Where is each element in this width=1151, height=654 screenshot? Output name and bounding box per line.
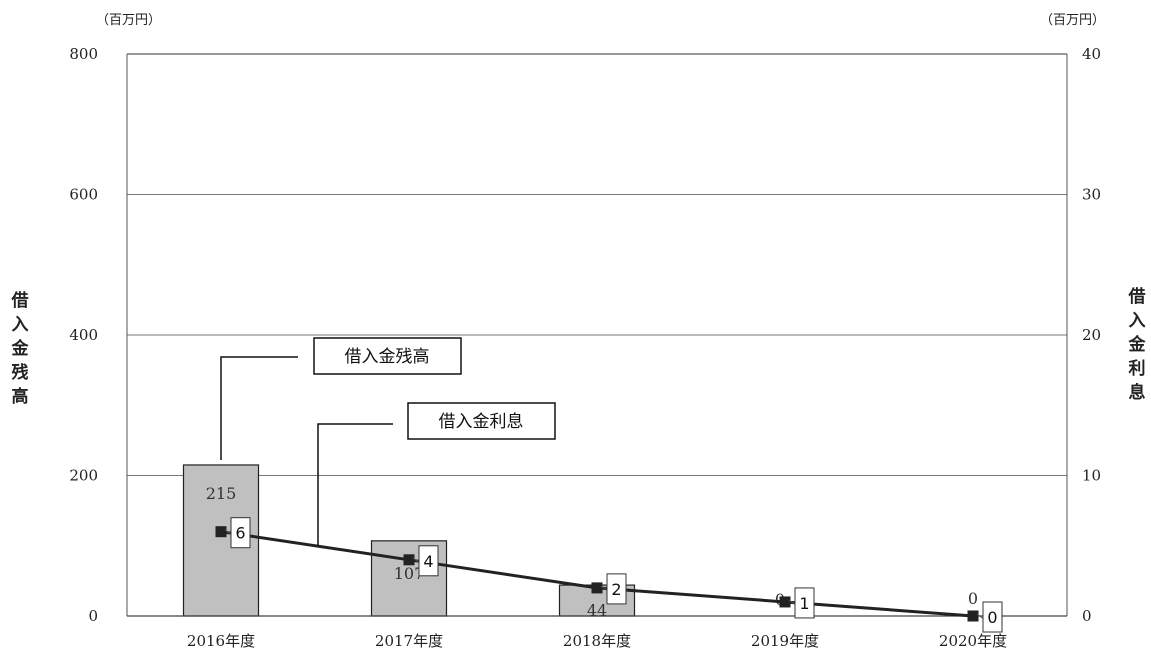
category-labels: 2016年度 2017年度 2018年度 2019年度 2020年度 xyxy=(187,632,1007,650)
line-label-leader xyxy=(600,585,608,591)
line-data-label: 4 xyxy=(423,552,433,571)
gridlines xyxy=(127,53,1067,476)
line-label-leader xyxy=(224,529,232,535)
line-label-leader xyxy=(412,557,420,563)
right-tick-labels: 0 10 20 30 40 xyxy=(1082,45,1101,625)
callout-text-bar: 借入金残高 xyxy=(345,347,430,367)
axes xyxy=(126,54,1068,617)
line-label-leader xyxy=(976,613,984,619)
axis-title-char: 入 xyxy=(12,315,29,335)
category-label: 2020年度 xyxy=(939,632,1007,650)
left-axis-title: 借入金残高 xyxy=(11,290,30,407)
line-point xyxy=(967,610,979,622)
callout-text-line: 借入金利息 xyxy=(439,412,524,432)
axis-title-char: 借 xyxy=(11,290,29,311)
category-label: 2016年度 xyxy=(187,632,255,650)
line-label-box xyxy=(794,587,815,619)
axis-title-char: 借 xyxy=(1128,286,1146,307)
axis-title-char: 金 xyxy=(1128,334,1147,355)
axis-title-char: 高 xyxy=(12,386,29,407)
line-point xyxy=(215,526,227,538)
legend-callout-line: 借入金利息 xyxy=(317,402,556,546)
line-label-box xyxy=(418,545,439,577)
callout-box-bar xyxy=(313,337,462,375)
right-unit-label: （百万円） xyxy=(1040,13,1105,28)
left-tick-label: 400 xyxy=(69,326,98,344)
line-data-label: 0 xyxy=(987,608,997,627)
left-tick-label: 0 xyxy=(88,607,98,625)
axis-title-char: 息 xyxy=(1129,382,1146,403)
interest-line xyxy=(215,526,979,622)
bar-data-label: 0 xyxy=(968,589,978,608)
line-data-labels: 6 4 2 1 0 xyxy=(224,517,1003,633)
axis-title-char: 入 xyxy=(1129,311,1146,331)
line-label-leader xyxy=(788,599,796,605)
callout-box-line xyxy=(407,402,556,440)
left-unit-label: （百万円） xyxy=(96,13,161,28)
line-label-box xyxy=(606,573,627,605)
line-point xyxy=(403,554,415,566)
bar-data-label: 215 xyxy=(206,484,237,503)
line-label-box xyxy=(230,517,251,549)
axis-title-char: 金 xyxy=(11,338,30,359)
right-tick-label: 40 xyxy=(1082,45,1101,63)
line-label-box xyxy=(982,601,1003,633)
bars xyxy=(182,464,636,617)
callout-leader-bar xyxy=(220,356,298,460)
left-tick-labels: 0 200 400 600 800 xyxy=(69,45,98,625)
line-data-label: 1 xyxy=(799,594,809,613)
category-label: 2017年度 xyxy=(375,632,443,650)
right-axis-title: 借入金利息 xyxy=(1128,286,1147,403)
left-tick-label: 200 xyxy=(69,467,98,485)
line-point xyxy=(779,596,791,608)
legend-callout-bar: 借入金残高 xyxy=(220,337,462,460)
left-tick-label: 600 xyxy=(69,186,98,204)
right-tick-label: 10 xyxy=(1082,467,1101,485)
right-tick-label: 30 xyxy=(1082,186,1101,204)
line-point xyxy=(591,582,603,594)
callout-leader-line xyxy=(317,423,393,546)
right-tick-label: 20 xyxy=(1082,326,1101,344)
line-data-label: 6 xyxy=(235,524,245,543)
line-data-label: 2 xyxy=(611,580,621,599)
category-label: 2018年度 xyxy=(563,632,631,650)
left-tick-label: 800 xyxy=(69,45,98,63)
axis-title-char: 利 xyxy=(1129,358,1146,379)
bar-data-label: 107 xyxy=(394,564,425,583)
axis-title-char: 残 xyxy=(12,362,29,383)
category-label: 2019年度 xyxy=(751,632,819,650)
right-tick-label: 0 xyxy=(1082,607,1092,625)
bar-data-label: 44 xyxy=(587,601,607,620)
